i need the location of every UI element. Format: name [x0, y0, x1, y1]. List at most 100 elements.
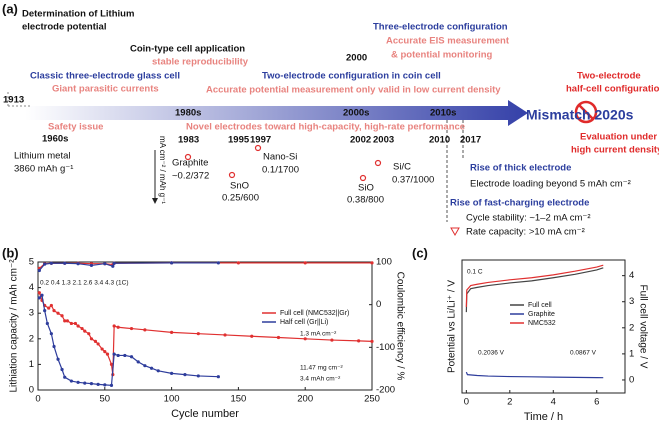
- timeline-text: 0.38/800: [347, 195, 384, 206]
- timeline-text: Graphite: [172, 158, 208, 169]
- timeline-text: Lithium metal: [14, 151, 71, 162]
- x-tick-label: 200: [297, 394, 313, 405]
- data-point: [87, 332, 91, 336]
- x-tick-label: 6: [594, 397, 599, 408]
- data-point: [105, 352, 110, 356]
- timeline-text: 2010: [429, 135, 450, 146]
- timeline-text: 0.37/1000: [392, 175, 434, 186]
- annotation: 0.0867 V: [570, 350, 597, 357]
- timeline-text: Two-electrode configuration in coin cell: [262, 71, 441, 82]
- data-point: [89, 263, 94, 268]
- data-point: [83, 329, 87, 333]
- timeline-text: 1980s: [175, 108, 201, 119]
- data-point: [370, 261, 374, 265]
- data-point: [93, 339, 98, 343]
- y-tick-label: 2: [29, 333, 34, 344]
- data-point: [37, 268, 41, 273]
- forbidden-icon: [574, 100, 598, 124]
- timeline-text: Safety issue: [48, 122, 103, 133]
- timeline-text: Accurate EIS measurement: [386, 36, 510, 47]
- data-point: [111, 264, 115, 268]
- data-point: [52, 309, 56, 313]
- timeline-text: 1983: [178, 135, 199, 146]
- data-point: [103, 350, 107, 354]
- data-point: [136, 360, 140, 364]
- x-tick-label: 150: [230, 394, 246, 405]
- data-point: [47, 306, 51, 310]
- data-point: [223, 333, 227, 337]
- plot-frame: [37, 261, 373, 391]
- y-axis-label: Lithiation capacity / mAh cm⁻²: [9, 259, 20, 393]
- data-point: [37, 291, 41, 295]
- data-point: [112, 324, 116, 328]
- data-point: [236, 261, 240, 265]
- timeline-text: 3860 mAh g⁻¹: [14, 164, 73, 175]
- data-point: [116, 353, 120, 358]
- timeline-text: 0.25/600: [222, 193, 259, 204]
- timeline-text: & potential monitoring: [391, 50, 493, 61]
- legend-label: NMC532: [528, 320, 556, 327]
- data-point: [69, 321, 73, 326]
- y2-tick-label: 0: [629, 374, 634, 385]
- y2-axis-label: Full cell voltage / V: [637, 285, 648, 369]
- timeline-text: Classic three-electrode glass cell: [30, 71, 180, 82]
- data-point: [49, 261, 53, 265]
- timeline-text: 2000s: [343, 108, 369, 119]
- triangle-icon: [450, 227, 460, 237]
- timeline-text: high current density: [571, 145, 659, 156]
- data-point: [80, 326, 84, 331]
- timeline-text: Two-electrode: [577, 71, 641, 82]
- data-point: [196, 374, 200, 378]
- data-point: [69, 379, 73, 383]
- data-point: [103, 262, 107, 266]
- data-point: [96, 342, 100, 346]
- x-tick-label: 4: [551, 397, 556, 408]
- data-point: [129, 326, 134, 331]
- timeline-text: Nano-Si: [263, 152, 297, 163]
- legend-label: Half cell (Gr||Li): [280, 319, 328, 326]
- x-axis-label: Cycle number: [171, 408, 239, 420]
- data-point: [65, 319, 69, 323]
- annotation: 1.3 mA cm⁻²: [300, 331, 337, 338]
- timeline-text: Giant parasitic currents: [52, 84, 159, 95]
- timeline-text: Rise of fast-charging electrode: [450, 198, 589, 209]
- data-point: [89, 337, 94, 341]
- timeline-text: 2000: [346, 53, 367, 64]
- y2-tick-label: -200: [376, 385, 395, 396]
- data-point: [156, 369, 160, 373]
- x-tick-label: 0: [464, 397, 469, 408]
- arrow-head: [152, 198, 158, 204]
- y2-tick-label: 2: [629, 322, 634, 333]
- data-point: [60, 367, 64, 372]
- timeline-text: Evaluation under: [580, 132, 657, 143]
- data-point: [43, 262, 47, 266]
- data-point: [129, 355, 134, 359]
- timeline-text: 2002: [350, 135, 371, 146]
- timeline-text: half-cell configuration: [566, 84, 659, 95]
- series-line: [38, 262, 219, 271]
- data-point: [250, 334, 254, 338]
- data-point: [76, 380, 80, 384]
- data-point: [89, 382, 94, 386]
- plot-frame: [461, 259, 626, 394]
- data-point: [76, 324, 80, 328]
- data-point: [96, 382, 100, 386]
- timeline-text: Determination of Lithium: [22, 9, 134, 20]
- y2-tick-label: 0: [376, 299, 381, 310]
- data-point: [330, 338, 334, 342]
- series-line: [38, 294, 219, 387]
- data-point: [357, 339, 361, 343]
- data-point: [170, 261, 174, 265]
- x-tick-label: 50: [100, 394, 111, 405]
- x-tick-label: 100: [164, 394, 180, 405]
- timeline-text: Cycle stability: ~1–2 mA cm⁻²: [466, 213, 591, 224]
- series-line: [465, 264, 604, 307]
- data-point: [109, 383, 114, 387]
- data-point: [196, 332, 200, 336]
- markers: [184, 144, 382, 182]
- annotation: 0.1 C: [467, 269, 483, 276]
- timeline-text: SiO: [358, 183, 374, 194]
- timeline-text: Rate capacity: >10 mA cm⁻²: [466, 227, 585, 238]
- data-point: [83, 381, 87, 385]
- data-point: [63, 319, 67, 323]
